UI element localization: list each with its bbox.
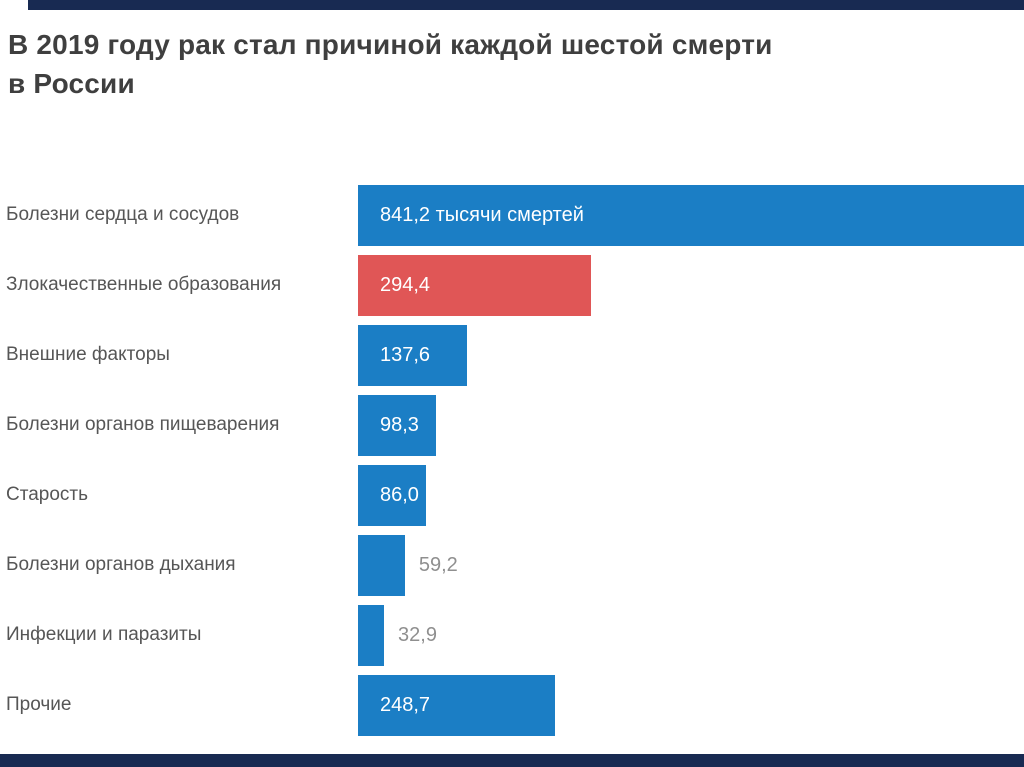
chart-title: В 2019 году рак стал причиной каждой шес… — [8, 26, 1004, 103]
bar-blue: 248,7 — [358, 674, 555, 736]
bar-area: 86,0 — [358, 464, 1024, 526]
value-label: 86,0 — [380, 483, 419, 506]
bar-blue: 841,2 тысячи смертей — [358, 184, 1024, 246]
category-label: Инфекции и паразиты — [6, 624, 202, 645]
bar-blue: 86,0 — [358, 464, 427, 526]
category-label: Болезни органов дыхания — [6, 554, 236, 575]
bar-blue: 137,6 — [358, 324, 467, 386]
value-label: 248,7 — [380, 693, 431, 716]
bar-blue — [358, 604, 385, 666]
value-label: 32,9 — [398, 623, 437, 646]
chart-row: Инфекции и паразиты 32,9 — [0, 600, 1024, 670]
bar-area: 294,4 — [358, 254, 1024, 316]
bar-red: 294,4 — [358, 254, 592, 316]
chart-row: Злокачественные образования 294,4 — [0, 250, 1024, 320]
top-edge-strip — [28, 0, 1024, 10]
value-label: 294,4 — [380, 273, 431, 296]
category-label: Прочие — [6, 694, 72, 715]
category-label: Болезни органов пищеварения — [6, 414, 280, 435]
chart-row: Болезни сердца и сосудов 841,2 тысячи сме… — [0, 180, 1024, 250]
category-label: Злокачественные образования — [6, 274, 282, 295]
chart-row: Болезни органов дыхания 59,2 — [0, 530, 1024, 600]
bar-blue — [358, 534, 405, 596]
bar-area: 841,2 тысячи смертей — [358, 184, 1024, 246]
category-label: Болезни сердца и сосудов — [6, 204, 240, 225]
bar-chart: Болезни сердца и сосудов 841,2 тысячи сме… — [0, 180, 1024, 740]
chart-row: Болезни органов пищеварения 98,3 — [0, 390, 1024, 460]
bar-area: 32,9 — [358, 604, 1024, 666]
bottom-edge-strip — [0, 754, 1024, 767]
value-label: 98,3 — [380, 413, 419, 436]
chart-row: Внешние факторы 137,6 — [0, 320, 1024, 390]
bar-area: 137,6 — [358, 324, 1024, 386]
bar-area: 248,7 — [358, 674, 1024, 736]
category-label: Внешние факторы — [6, 344, 170, 365]
chart-row: Старость 86,0 — [0, 460, 1024, 530]
value-label: 841,2 тысячи смертей — [380, 203, 584, 226]
value-label: 59,2 — [418, 553, 458, 576]
bar-area: 98,3 — [358, 394, 1024, 456]
bar-blue: 98,3 — [358, 394, 436, 456]
category-label: Старость — [6, 484, 89, 505]
chart-row: Прочие 248,7 — [0, 670, 1024, 740]
chart-title-line1: В 2019 году рак стал причиной каждой шес… — [8, 29, 773, 60]
bar-area: 59,2 — [358, 534, 1024, 596]
value-label: 137,6 — [380, 343, 431, 366]
chart-title-line2: в России — [8, 67, 135, 99]
